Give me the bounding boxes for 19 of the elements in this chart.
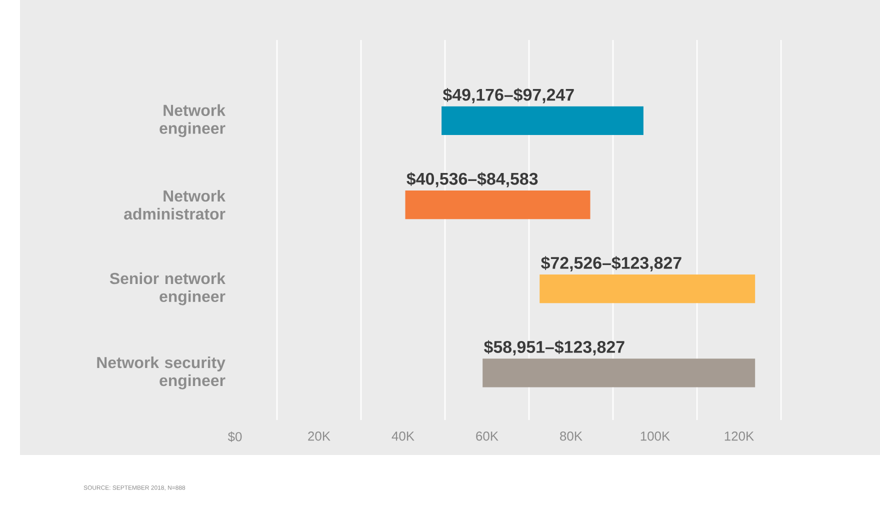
x-tick-label: 40K <box>392 432 414 441</box>
y-tick-label: Senior network engineer <box>110 272 226 306</box>
data-label: $72,526–$123,827 <box>541 256 682 272</box>
y-tick-label: Network administrator <box>124 190 226 220</box>
x-tick-label: 20K <box>308 432 330 441</box>
bar <box>540 274 756 304</box>
x-tick-label: 120K <box>724 432 754 441</box>
bar <box>405 190 590 220</box>
y-tick-label: Network security engineer <box>97 356 226 390</box>
data-label: $49,176–$97,247 <box>442 88 574 104</box>
x-tick-label: 60K <box>476 432 498 441</box>
y-tick-label: Network engineer <box>160 104 226 138</box>
x-tick-label: 80K <box>560 432 582 441</box>
x-tick-label: 100K <box>640 432 670 441</box>
data-label: $58,951–$123,827 <box>484 340 624 356</box>
data-label: $40,536–$84,583 <box>406 172 538 188</box>
bar <box>482 358 756 388</box>
x-tick-label: $0 <box>228 432 242 442</box>
bar <box>442 106 644 135</box>
